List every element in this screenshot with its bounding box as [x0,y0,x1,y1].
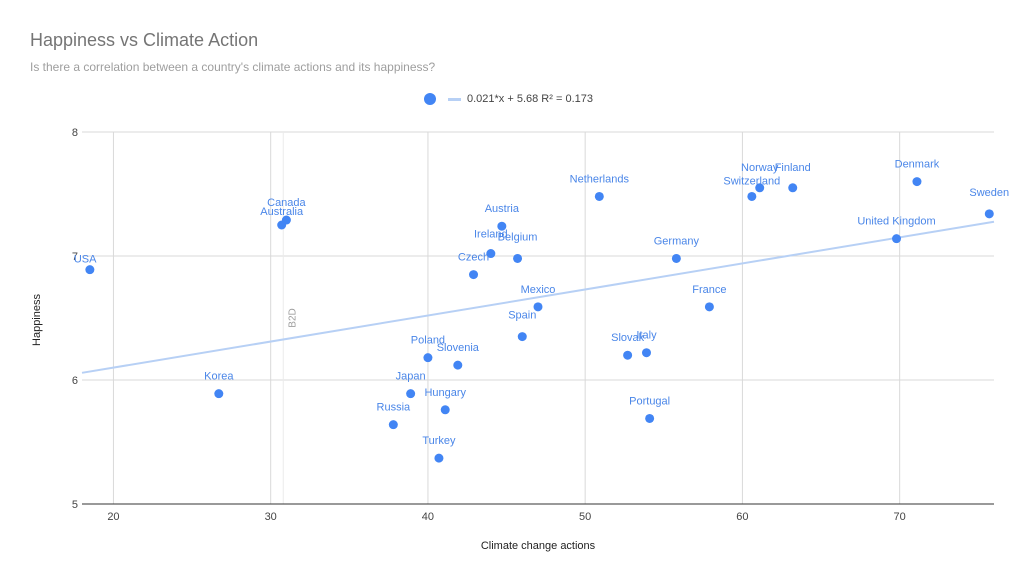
point-label-germany: Germany [654,235,700,247]
x-tick-label: 60 [736,511,748,523]
annotation-layer: B2D [282,132,298,504]
point-usa[interactable] [85,265,95,275]
point-russia[interactable] [388,420,398,430]
point-united-kingdom[interactable] [892,234,902,244]
point-france[interactable] [704,302,714,312]
point-portugal[interactable] [645,413,655,423]
point-label-belgium: Belgium [498,231,538,243]
point-label-japan: Japan [396,371,426,383]
point-finland[interactable] [788,183,798,193]
x-tick-label: 20 [107,511,119,523]
point-label-korea: Korea [204,371,234,383]
points-layer [85,177,994,463]
point-label-france: France [692,284,726,296]
point-italy[interactable] [641,348,651,358]
point-belgium[interactable] [513,253,523,263]
point-label-portugal: Portugal [629,395,670,407]
point-poland[interactable] [423,353,433,363]
point-label-turkey: Turkey [422,435,456,447]
x-tick-label: 50 [579,511,591,523]
point-label-canada: Canada [267,197,306,209]
point-hungary[interactable] [440,405,450,415]
x-axis-label: Climate change actions [481,540,596,552]
x-tick-label: 70 [894,511,906,523]
point-label-united-kingdom: United Kingdom [857,216,935,228]
chart-title: Happiness vs Climate Action [30,30,259,50]
point-label-spain: Spain [508,310,536,322]
point-sweden[interactable] [984,209,994,219]
point-label-slovenia: Slovenia [437,342,480,354]
point-label-norway: Norway [741,162,779,174]
legend-trendline-marker [448,97,461,101]
y-axis-label: Happiness [31,294,43,346]
grid-lines [82,131,994,505]
point-japan[interactable] [406,389,416,399]
point-czech[interactable] [469,270,479,280]
chart-subtitle: Is there a correlation between a country… [30,60,436,74]
y-tick-label: 7 [72,251,78,263]
point-mexico[interactable] [533,302,543,312]
point-label-italy: Italy [636,330,657,342]
point-label-czech: Czech [458,252,489,264]
legend-trendline-label: 0.021*x + 5.68 R² = 0.173 [467,93,593,105]
annotation-label: B2D [287,308,298,327]
legend-point-marker [424,93,436,105]
legend: 0.021*x + 5.68 R² = 0.173 [424,90,593,108]
point-turkey[interactable] [434,453,444,463]
point-label-ireland: Ireland [474,229,508,241]
point-label-denmark: Denmark [895,159,940,171]
point-label-switzerland: Switzerland [723,175,780,187]
point-slovenia[interactable] [453,360,463,370]
point-netherlands[interactable] [594,191,604,201]
point-label-poland: Poland [411,335,445,347]
point-label-sweden: Sweden [969,187,1009,199]
point-norway[interactable] [755,183,765,193]
point-label-mexico: Mexico [521,284,556,296]
point-austria[interactable] [497,221,507,231]
point-label-finland: Finland [775,162,811,174]
point-label-australia: Australia [260,206,304,218]
y-tick-label: 6 [72,375,78,387]
trendline [81,220,995,374]
point-canada[interactable] [281,215,291,225]
point-korea[interactable] [214,389,224,399]
point-label-usa: USA [74,254,97,266]
trendline-layer [81,220,995,374]
point-slovak[interactable] [623,350,633,360]
y-tick-label: 8 [72,127,78,139]
point-switzerland[interactable] [747,191,757,201]
point-germany[interactable] [671,253,681,263]
point-label-hungary: Hungary [424,387,466,399]
point-label-netherlands: Netherlands [570,173,630,185]
y-tick-label: 5 [72,499,78,511]
point-spain[interactable] [517,332,527,342]
point-label-austria: Austria [485,203,520,215]
axes: 20 30 40 50 60 70 5 6 7 8 [72,127,994,523]
point-ireland[interactable] [486,249,496,259]
point-label-russia: Russia [377,402,412,414]
x-tick-label: 40 [422,511,434,523]
x-tick-label: 30 [265,511,277,523]
point-denmark[interactable] [912,177,922,187]
point-label-slovak: Slovak [611,332,645,344]
